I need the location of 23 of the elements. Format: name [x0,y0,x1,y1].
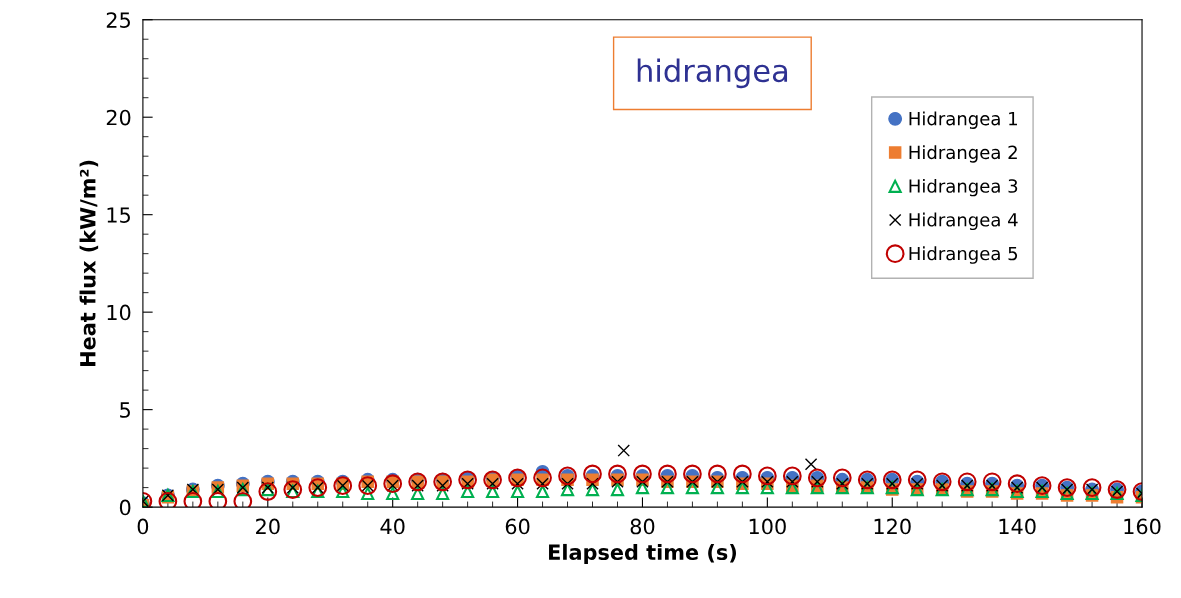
x-tick-label: 140 [999,518,1036,535]
y-tick-label: 15 [107,207,130,223]
x-tick-label: 160 [1124,518,1161,535]
legend-label: Hidrangea 2 [909,145,1017,163]
x-axis-title: Elapsed time (s) [549,543,737,565]
x-tick-label: 40 [380,518,405,535]
legend-label: Hidrangea 4 [909,212,1018,231]
y-tick-label: 25 [106,12,130,28]
y-tick-label: 5 [120,402,130,418]
x-tick-label: 60 [505,518,530,535]
x-tick-label: 0 [137,518,149,535]
legend-label: Hidrangea 5 [909,246,1018,264]
y-tick-label: 0 [119,499,131,516]
x-tick-label: 20 [256,518,280,535]
text: hidrangea [637,58,788,89]
x-tick-label: 100 [749,518,786,535]
x-tick-label: 80 [630,518,655,535]
y-tick-label: 10 [107,304,131,321]
legend-label: Hidrangea 1 [909,111,1017,129]
legend-label: Hidrangea 3 [909,178,1018,197]
y-axis-title: Heat flux (kW/m²) [79,160,99,366]
y-tick-label: 20 [106,109,131,126]
x-tick-label: 120 [874,518,911,535]
